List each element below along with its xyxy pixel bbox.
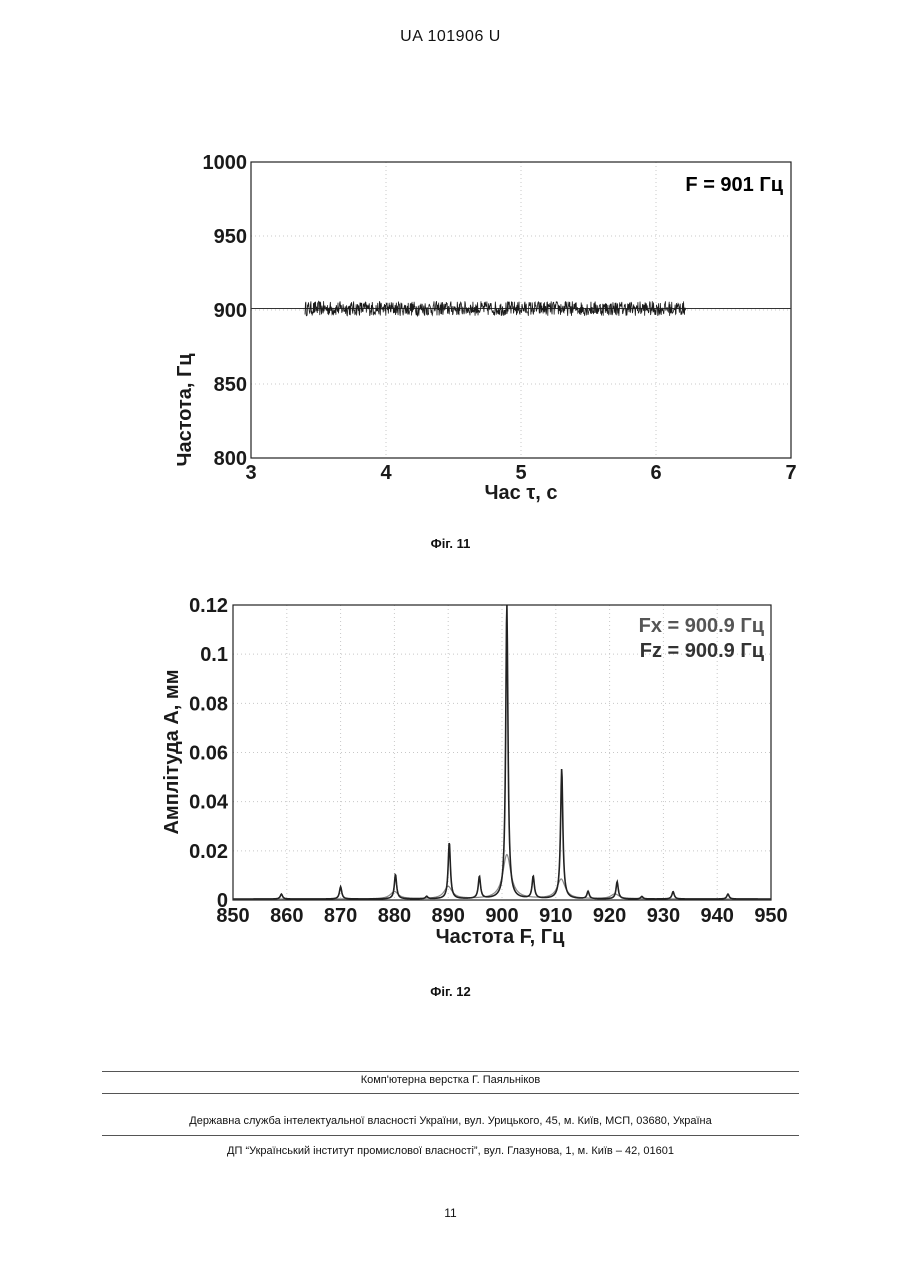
figure-11-caption: Фіг. 11: [0, 536, 901, 551]
x-tick-label: 7: [785, 462, 796, 484]
x-tick-label: 940: [701, 905, 734, 927]
y-tick-label: 0.04: [189, 792, 229, 814]
y-tick-label: 900: [214, 300, 247, 322]
y-tick-labels: 800 850 900 950 1000: [203, 152, 248, 470]
x-tick-label: 6: [650, 462, 661, 484]
layout-credit: Комп'ютерна верстка Г. Паяльніков: [102, 1074, 799, 1086]
x-tick-labels: 850 860 870 880 890 900 910 920 930 940 950: [216, 905, 787, 927]
y-tick-label: 0.1: [200, 644, 228, 666]
figure-11-chart: 800 850 900 950 1000 3 4 5 6 7 F = 901 Гц Час τ,…: [0, 140, 901, 520]
y-tick-label: 0.12: [189, 595, 228, 617]
fx-annotation: Fx = 900.9 Гц: [639, 615, 765, 637]
frequency-annotation: F = 901 Гц: [685, 174, 783, 196]
x-tick-label: 850: [216, 905, 249, 927]
agency-address: Державна служба інтелектуальної власност…: [102, 1115, 799, 1127]
y-axis-title: Частота, Гц: [174, 353, 196, 467]
figure-12-chart: 00.020.040.060.080.10.12 850860870880890…: [0, 585, 901, 965]
x-tick-label: 4: [380, 462, 392, 484]
x-tick-label: 880: [378, 905, 411, 927]
x-tick-label: 890: [432, 905, 465, 927]
y-tick-label: 0.02: [189, 841, 228, 863]
y-tick-label: 800: [214, 448, 247, 470]
document-id: UA 101906 U: [0, 28, 901, 46]
y-tick-label: 0.06: [189, 743, 228, 765]
x-tick-label: 900: [485, 905, 518, 927]
page-number: 11: [0, 1206, 901, 1220]
y-tick-labels: 00.020.040.060.080.10.12: [189, 595, 229, 912]
frequency-series: [305, 301, 686, 316]
x-axis-title: Частота F, Гц: [436, 926, 565, 948]
x-tick-label: 860: [270, 905, 303, 927]
x-tick-label: 870: [324, 905, 357, 927]
footer-divider: [102, 1135, 799, 1136]
x-tick-labels: 3 4 5 6 7: [245, 462, 796, 484]
figure-12-caption: Фіг. 12: [0, 984, 901, 999]
fz-annotation: Fz = 900.9 Гц: [640, 640, 765, 662]
footer-divider: [102, 1093, 799, 1094]
x-axis-title: Час τ, с: [484, 482, 557, 504]
x-tick-label: 950: [754, 905, 787, 927]
y-tick-label: 1000: [203, 152, 248, 174]
y-axis-title: Амплітуда A, мм: [161, 669, 183, 834]
institute-address: ДП “Український інститут промислової вла…: [102, 1145, 799, 1157]
x-tick-label: 5: [515, 462, 526, 484]
footer-divider: [102, 1071, 799, 1072]
x-tick-label: 930: [647, 905, 680, 927]
y-tick-label: 950: [214, 226, 247, 248]
x-tick-label: 910: [539, 905, 572, 927]
y-tick-label: 850: [214, 374, 247, 396]
x-tick-label: 3: [245, 462, 256, 484]
y-tick-label: 0.08: [189, 693, 228, 715]
x-tick-label: 920: [593, 905, 626, 927]
